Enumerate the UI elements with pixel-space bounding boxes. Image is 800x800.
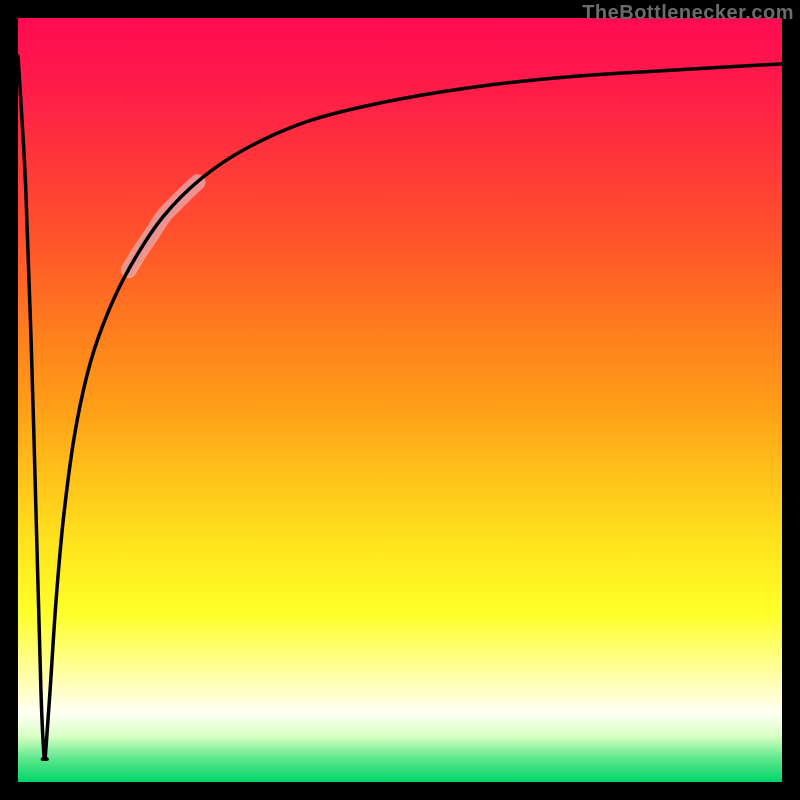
bottleneck-chart — [0, 0, 800, 800]
gradient-background — [18, 18, 782, 782]
watermark-text: TheBottlenecker.com — [582, 2, 794, 25]
